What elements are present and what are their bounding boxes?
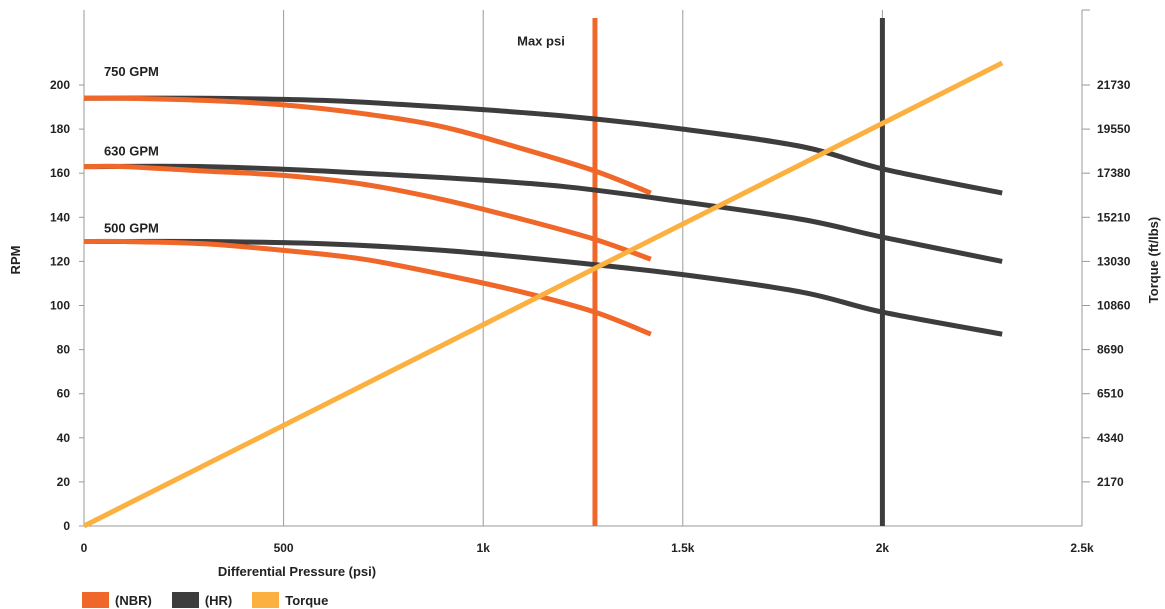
y2-tick-label: 19550	[1097, 122, 1131, 136]
nbr-750-gpm-line	[83, 95, 652, 196]
legend-label-torque: Torque	[285, 592, 329, 608]
x-axis-title: Differential Pressure (psi)	[218, 564, 376, 579]
series-lines	[82, 60, 1004, 529]
legend-label-hr: (HR)	[204, 592, 233, 608]
y2-tick-label: 4340	[1097, 431, 1124, 445]
y-tick-label: 140	[50, 210, 70, 224]
torque-torque-line	[82, 60, 1004, 529]
x-tick-label: 2.5k	[1070, 541, 1094, 555]
legend-swatch-torque	[252, 592, 280, 608]
y2-tick-label: 6510	[1097, 387, 1124, 401]
x-tick-label: 1.5k	[671, 541, 695, 555]
legend-swatch-hr	[171, 592, 199, 608]
y-tick-label: 0	[63, 519, 70, 533]
y2-tick-label: 2170	[1097, 475, 1124, 489]
y-tick-label: 40	[57, 431, 71, 445]
nbr-500-gpm-line	[83, 238, 652, 337]
y-axis-title: RPM	[8, 246, 23, 275]
max-psi-lines	[592, 18, 885, 526]
y-tick-label: 100	[50, 299, 70, 313]
y-tick-label: 200	[50, 78, 70, 92]
y2-tick-label: 21730	[1097, 78, 1131, 92]
y-tick-label: 120	[50, 254, 70, 268]
annotations: 750 GPM 630 GPM 500 GPM Max psi	[104, 33, 565, 235]
chart: 0 500 1k 1.5k 2k 2.5k 0 20 40 60 80 100 120 140 160 180…	[8, 9, 1161, 579]
annotation-label: Max psi	[517, 33, 565, 48]
y-tick-label: 180	[50, 122, 70, 136]
legend-swatch-nbr	[82, 592, 109, 608]
y-tick-label: 160	[50, 166, 70, 180]
legend-item-torque: Torque	[252, 592, 328, 608]
legend: (NBR) (HR) Torque	[82, 592, 328, 608]
y-tick-label: 20	[57, 475, 71, 489]
nbr-630-gpm-line	[83, 163, 652, 262]
x-tick-label: 1k	[477, 541, 491, 555]
x-tick-label: 2k	[876, 541, 890, 555]
hr-630-gpm-line	[83, 163, 1003, 264]
tick-labels: 0 500 1k 1.5k 2k 2.5k 0 20 40 60 80 100 120 140 160 180…	[50, 78, 1131, 555]
annotation-label: 500 GPM	[104, 221, 159, 236]
x-tick-label: 500	[274, 541, 294, 555]
hr-500-gpm-line	[83, 238, 1003, 337]
y2-axis-title: Torque (ft/lbs)	[1146, 217, 1161, 303]
annotation-label: 630 GPM	[104, 144, 159, 159]
y-tick-label: 80	[57, 343, 71, 357]
legend-label-nbr: (NBR)	[115, 592, 152, 608]
y2-tick-label: 13030	[1097, 254, 1131, 268]
grid	[79, 9, 1090, 527]
y2-tick-label: 8690	[1097, 343, 1124, 357]
x-tick-label: 0	[81, 541, 88, 555]
legend-item-nbr: (NBR)	[82, 592, 152, 608]
y2-tick-label: 17380	[1097, 166, 1131, 180]
hr-750-gpm-line	[83, 95, 1003, 196]
y-tick-label: 60	[57, 387, 71, 401]
y2-tick-label: 15210	[1097, 210, 1131, 224]
y2-tick-label: 10860	[1097, 299, 1131, 313]
legend-item-hr: (HR)	[171, 592, 233, 608]
annotation-label: 750 GPM	[104, 64, 159, 79]
